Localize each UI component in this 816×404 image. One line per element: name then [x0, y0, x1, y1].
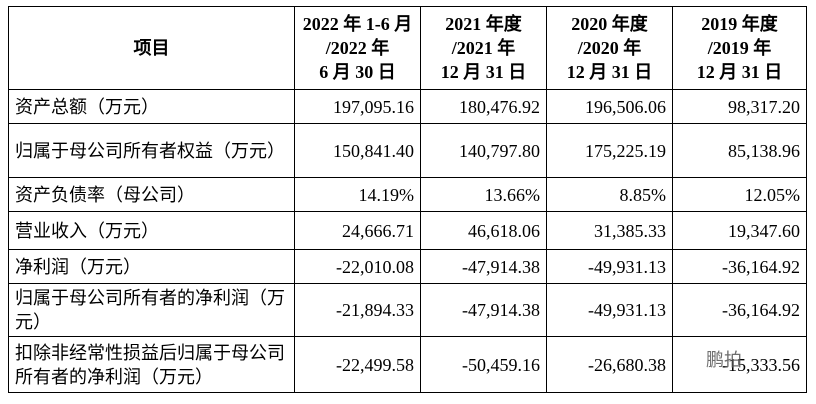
cell-value: -49,931.13	[546, 283, 673, 337]
header-cell: 2020 年度/2020 年 12 月 31 日	[546, 6, 673, 90]
cell-value: -15,333.56	[672, 336, 807, 393]
header-cell: 2021 年度/2021 年 12 月 31 日	[420, 6, 547, 90]
cell-value: -49,931.13	[546, 249, 673, 284]
cell-value: 85,138.96	[672, 123, 807, 178]
table-row: 扣除非经常性损益后归属于母公司所有者的净利润（万元） -22,499.58 -50,…	[8, 336, 807, 393]
header-line: /2021 年	[451, 38, 516, 58]
header-line: /2020 年	[577, 38, 642, 58]
header-row: 项目 2022 年 1-6 月/2022 年 6 月 30 日 2021 年度/202…	[8, 6, 807, 90]
cell-value: 19,347.60	[672, 211, 807, 250]
cell-value: -22,499.58	[294, 336, 421, 393]
cell-value: -47,914.38	[420, 283, 547, 337]
row-label: 资产负债率（母公司）	[8, 177, 295, 212]
cell-value: 24,666.71	[294, 211, 421, 250]
cell-value: -26,680.38	[546, 336, 673, 393]
row-label: 资产总额（万元）	[8, 89, 295, 124]
header-line: 12 月 31 日	[566, 62, 653, 82]
cell-value: -36,164.92	[672, 249, 807, 284]
table-row: 资产总额（万元） 197,095.16 180,476.92 196,506.06 98…	[8, 89, 807, 124]
cell-value: -50,459.16	[420, 336, 547, 393]
header-line: 2019 年度	[701, 14, 778, 34]
table-row: 归属于母公司所有者的净利润（万元） -21,894.33 -47,914.38 -49…	[8, 283, 807, 337]
row-label: 归属于母公司所有者权益（万元）	[8, 123, 295, 178]
cell-value: 180,476.92	[420, 89, 547, 124]
header-cell: 项目	[8, 6, 295, 90]
cell-value: 12.05%	[672, 177, 807, 212]
row-label: 归属于母公司所有者的净利润（万元）	[8, 283, 295, 337]
cell-value: 140,797.80	[420, 123, 547, 178]
cell-value: 8.85%	[546, 177, 673, 212]
row-label: 扣除非经常性损益后归属于母公司所有者的净利润（万元）	[8, 336, 295, 393]
cell-value: 31,385.33	[546, 211, 673, 250]
row-label: 净利润（万元）	[8, 249, 295, 284]
header-cell: 2019 年度/2019 年 12 月 31 日	[672, 6, 807, 90]
cell-value: -47,914.38	[420, 249, 547, 284]
watermark: 鹏拍	[706, 350, 742, 371]
header-line: 12 月 31 日	[696, 62, 783, 82]
header-line: 2022 年 1-6 月	[302, 14, 413, 34]
cell-value: 98,317.20	[672, 89, 807, 124]
table-row: 资产负债率（母公司） 14.19% 13.66% 8.85% 12.05%	[8, 177, 807, 212]
cell-value: 175,225.19	[546, 123, 673, 178]
cell-value: -21,894.33	[294, 283, 421, 337]
row-label: 营业收入（万元）	[8, 211, 295, 250]
table-row: 营业收入（万元） 24,666.71 46,618.06 31,385.33 19,34…	[8, 211, 807, 250]
cell-value: 197,095.16	[294, 89, 421, 124]
header-line: 2021 年度	[445, 14, 522, 34]
cell-value: 46,618.06	[420, 211, 547, 250]
header-line: 2020 年度	[571, 14, 648, 34]
cell-value: 150,841.40	[294, 123, 421, 178]
data-table: 项目 2022 年 1-6 月/2022 年 6 月 30 日 2021 年度/202…	[8, 6, 807, 393]
cell-value: 13.66%	[420, 177, 547, 212]
table-row: 归属于母公司所有者权益（万元） 150,841.40 140,797.80 175,2…	[8, 123, 807, 178]
header-line: 12 月 31 日	[440, 62, 527, 82]
header-line: 6 月 30 日	[319, 62, 396, 82]
cell-value: 196,506.06	[546, 89, 673, 124]
cell-value: -36,164.92	[672, 283, 807, 337]
table-row: 净利润（万元） -22,010.08 -47,914.38 -49,931.13 -36…	[8, 249, 807, 284]
cell-value: -22,010.08	[294, 249, 421, 284]
header-line: /2022 年	[325, 38, 390, 58]
header-line: /2019 年	[707, 38, 772, 58]
header-cell: 2022 年 1-6 月/2022 年 6 月 30 日	[294, 6, 421, 90]
header-line: 项目	[133, 38, 170, 58]
cell-value: 14.19%	[294, 177, 421, 212]
